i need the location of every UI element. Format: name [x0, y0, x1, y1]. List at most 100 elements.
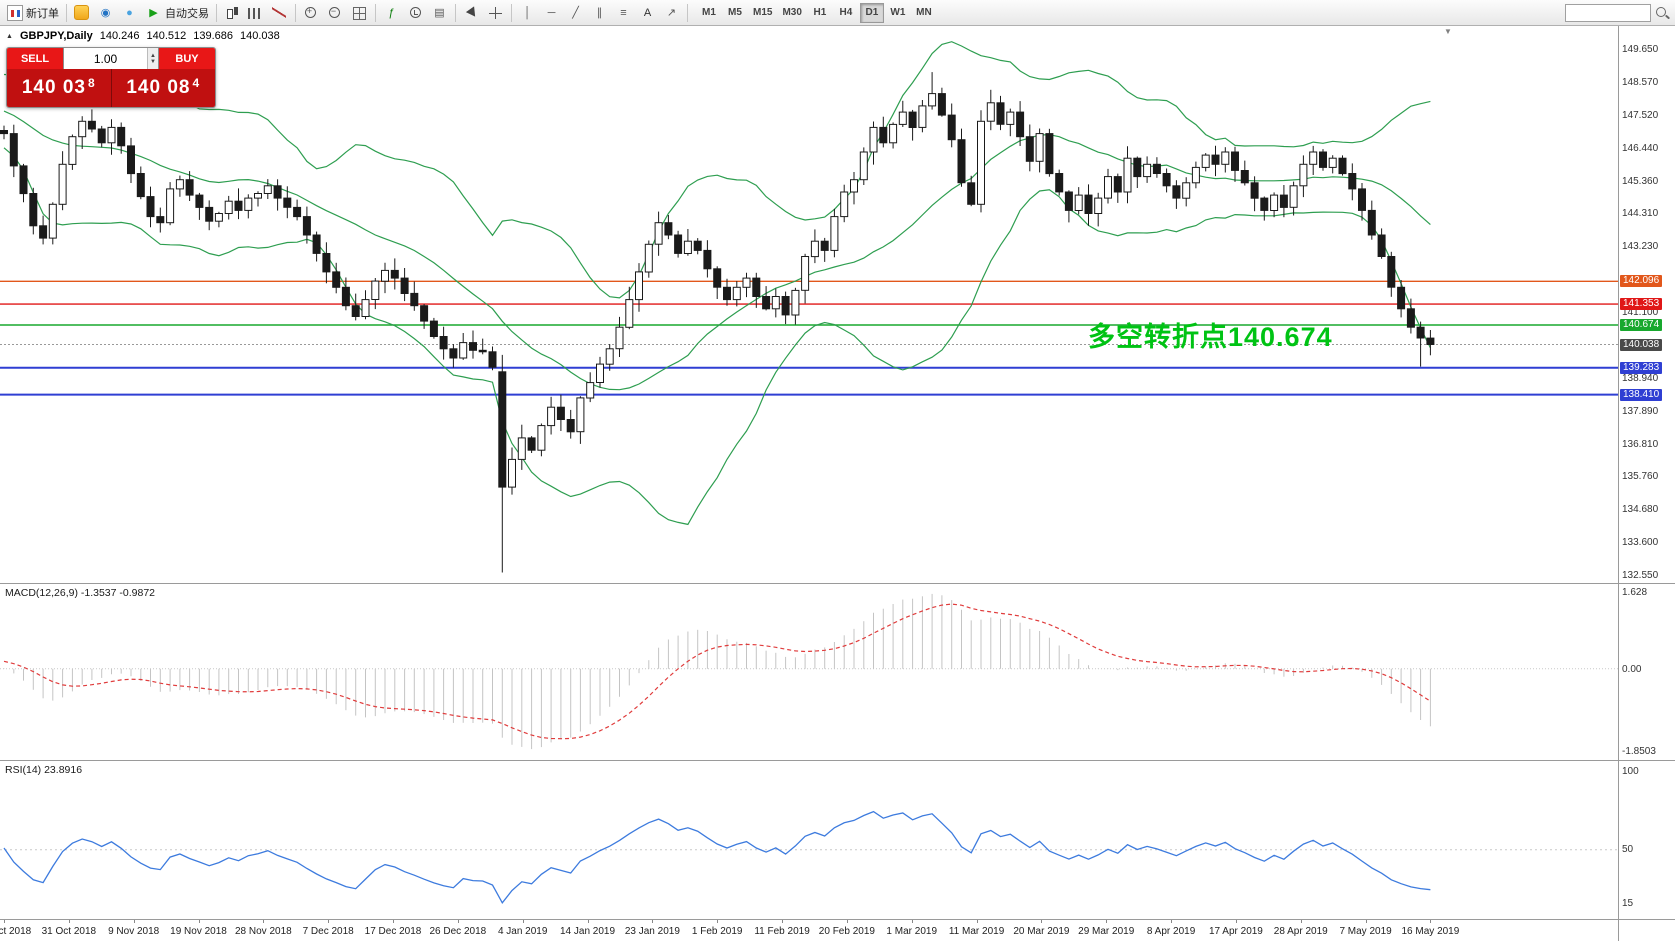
- price-badge: 140.674: [1620, 318, 1663, 331]
- candle-mode-button[interactable]: [221, 2, 244, 24]
- price-label: 144.310: [1622, 208, 1659, 220]
- buy-button[interactable]: BUY: [159, 48, 215, 69]
- autotrading-button[interactable]: ▶ 自动交易: [142, 2, 212, 24]
- tf-w1-button[interactable]: W1: [886, 3, 910, 23]
- macd-axis-zero: 0.00: [1622, 663, 1642, 675]
- toolbar-separator: [511, 3, 512, 22]
- time-tick: [1041, 920, 1043, 923]
- toolbar-separator: [295, 3, 296, 22]
- market-watch-icon: ◉: [100, 6, 111, 19]
- text-tool-icon: A: [643, 6, 652, 19]
- price-badge: 139.283: [1620, 361, 1663, 374]
- volume-stepper[interactable]: ▲ ▼: [147, 48, 158, 69]
- price-badge: 141.353: [1620, 298, 1663, 311]
- hline-tool-button[interactable]: ─: [540, 2, 563, 24]
- date-label: 20 Mar 2019: [1013, 926, 1070, 937]
- chart-shift-marker-icon[interactable]: ▼: [1444, 27, 1452, 36]
- time-tick: [652, 920, 654, 923]
- tf-m15-button[interactable]: M15: [749, 3, 776, 23]
- date-label: 1 Feb 2019: [691, 926, 743, 937]
- date-label: 4 Jan 2019: [497, 926, 548, 937]
- metaeditor-button[interactable]: [71, 2, 93, 24]
- volume-up-icon[interactable]: ▲: [150, 52, 156, 59]
- price-axis[interactable]: 1.628 0.00 -1.8503 100 50 15 149.650 148.…: [1619, 26, 1675, 941]
- date-label: 17 Dec 2018: [364, 926, 422, 937]
- bid-price[interactable]: 140 03 8: [7, 69, 112, 107]
- text-tool-button[interactable]: A: [636, 2, 659, 24]
- time-tick: [1365, 920, 1367, 923]
- crosshair-icon: [487, 5, 504, 21]
- ohlc-close: 140.038: [240, 30, 280, 42]
- date-label: 14 Jan 2019: [560, 926, 616, 937]
- tf-m30-button[interactable]: M30: [778, 3, 805, 23]
- crosshair-button[interactable]: [484, 2, 507, 24]
- date-label: 29 Mar 2019: [1078, 926, 1135, 937]
- time-axis[interactable]: 22 Oct 2018 31 Oct 2018 9 Nov 2018 19 Nov 2…: [0, 919, 1675, 941]
- trendline-tool-button[interactable]: ╱: [564, 2, 587, 24]
- fibonacci-tool-button[interactable]: ≡: [612, 2, 635, 24]
- tf-d1-button[interactable]: D1: [859, 2, 884, 23]
- zoom-out-icon: [327, 5, 344, 21]
- date-label: 28 Apr 2019: [1273, 926, 1328, 937]
- line-mode-button[interactable]: [268, 2, 291, 24]
- time-tick: [393, 920, 395, 923]
- autotrading-label: 自动交易: [165, 7, 209, 20]
- chart-annotation: 多空转折点140.674: [1088, 322, 1333, 352]
- tf-m1-button[interactable]: M1: [697, 3, 721, 23]
- date-label: 16 May 2019: [1401, 926, 1460, 937]
- hline-tool-icon: ─: [547, 6, 556, 19]
- channel-tool-button[interactable]: ∥: [588, 2, 611, 24]
- vline-tool-button[interactable]: │: [516, 2, 539, 24]
- price-badge: 138.410: [1620, 388, 1663, 401]
- tf-h1-button[interactable]: H1: [808, 3, 832, 23]
- periods-button[interactable]: [404, 2, 427, 24]
- symbol-search-input[interactable]: [1565, 3, 1651, 22]
- new-order-button[interactable]: 新订单: [4, 2, 62, 24]
- date-label: 11 Mar 2019: [948, 926, 1005, 937]
- symbol-arrow-icon: ▲: [6, 32, 13, 40]
- volume-input[interactable]: [64, 48, 147, 69]
- ask-main: 140 08: [126, 77, 191, 98]
- time-tick: [198, 920, 200, 923]
- community-icon: ●: [126, 6, 133, 19]
- channel-tool-icon: ∥: [596, 6, 603, 19]
- volume-down-icon[interactable]: ▼: [150, 58, 156, 65]
- tf-mn-button[interactable]: MN: [912, 3, 936, 23]
- price-chart-canvas[interactable]: [0, 0, 1618, 919]
- date-label: 23 Jan 2019: [624, 926, 680, 937]
- date-label: 22 Oct 2018: [0, 926, 32, 937]
- price-label: 132.550: [1622, 569, 1659, 581]
- tf-m5-button[interactable]: M5: [723, 3, 747, 23]
- panel-separator-macd[interactable]: [0, 583, 1675, 584]
- candle-mode-icon: [224, 5, 241, 21]
- panel-separator-rsi[interactable]: [0, 760, 1675, 761]
- arrows-tool-button[interactable]: ↗: [660, 2, 683, 24]
- indicators-button[interactable]: ƒ: [380, 2, 403, 24]
- date-label: 11 Feb 2019: [754, 926, 810, 937]
- zoom-in-button[interactable]: [300, 2, 323, 24]
- macd-plot: [0, 593, 1618, 750]
- date-label: 20 Feb 2019: [818, 926, 875, 937]
- sell-button[interactable]: SELL: [7, 48, 63, 69]
- cursor-button[interactable]: [460, 2, 483, 24]
- market-watch-button[interactable]: ◉: [94, 2, 117, 24]
- zoom-out-button[interactable]: [324, 2, 347, 24]
- macd-label: MACD(12,26,9) -1.3537 -0.9872: [5, 587, 155, 599]
- templates-icon: ▤: [434, 6, 445, 19]
- tf-h4-button[interactable]: H4: [834, 3, 858, 23]
- templates-button[interactable]: ▤: [428, 2, 451, 24]
- time-tick: [522, 920, 524, 923]
- trendline-tool-icon: ╱: [572, 6, 579, 19]
- search-icon[interactable]: [1654, 5, 1671, 21]
- toolbar-separator: [687, 3, 688, 22]
- tile-windows-button[interactable]: [348, 2, 371, 24]
- cursor-icon: [463, 5, 480, 21]
- time-tick: [1235, 920, 1237, 923]
- ask-price[interactable]: 140 08 4: [111, 69, 215, 107]
- price-label: 136.810: [1622, 438, 1659, 450]
- rsi-plot: [0, 810, 1618, 904]
- bar-mode-button[interactable]: [245, 2, 267, 24]
- time-tick: [976, 920, 978, 923]
- community-button[interactable]: ●: [118, 2, 141, 24]
